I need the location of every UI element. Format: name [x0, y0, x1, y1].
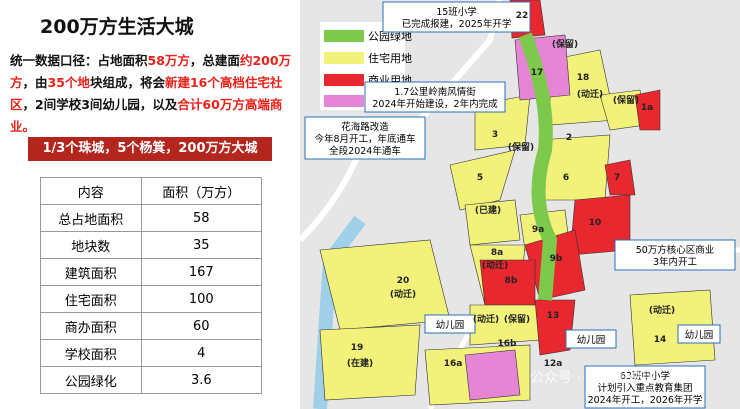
map: 公园绿地住宅用地商业用地15班小学已完成报建，2025年开学1.7公里岭南风情街…: [300, 0, 740, 409]
table-cell: 商办面积: [40, 312, 142, 340]
table-cell: 35: [140, 231, 263, 259]
table-cell: 地块数: [40, 231, 142, 259]
callout-box: [584, 365, 706, 409]
table-row: 住宅面积 100: [40, 285, 263, 313]
parcel-label: 20: [397, 276, 410, 286]
parcel-label: 7: [614, 173, 620, 183]
callout-text: 15班小学: [436, 6, 477, 18]
table-header: 内容 面积（万方）: [40, 177, 263, 205]
parcel-label: 10: [589, 218, 602, 228]
banner: 1/3个珠城，5个杨箕，200万方大城: [28, 137, 272, 161]
callout-box: [424, 314, 476, 334]
callout-text: 3年内开工: [653, 256, 698, 268]
intro-segment: 新建16个高档住宅社区: [10, 75, 283, 112]
parcel-label: 16a: [444, 359, 463, 369]
callout-text: 已完成报建，2025年开学: [402, 18, 512, 30]
intro-segment: 块组成，将会: [89, 75, 165, 90]
watermark: 公众号 · 南沙房说房: [530, 370, 655, 386]
table-row: 建筑面积 167: [40, 258, 263, 286]
table-cell: 学校面积: [40, 339, 142, 367]
parcel-label: (保留): [613, 94, 639, 106]
parcel-label: 3: [492, 130, 498, 140]
callout-text: 1.7公里岭南风情街: [394, 86, 476, 98]
table-cell: 住宅面积: [40, 285, 142, 313]
parcel-label: 1a: [641, 103, 653, 113]
table-cell: 建筑面积: [40, 258, 142, 286]
parcel-label: (动迁): [390, 288, 416, 300]
callout-text: 今年8月开工，年底通车: [314, 133, 415, 145]
callout-text: 花海路改造: [341, 121, 389, 133]
callout-text: 50万方核心区商业: [636, 244, 715, 256]
parcel-label: (已建): [475, 204, 501, 216]
callout-text: 幼儿园: [436, 319, 465, 331]
parcel-label: (保留): [552, 38, 578, 50]
intro-segment: ，由: [22, 75, 48, 90]
parcel-label: 14: [654, 335, 667, 345]
table-cell: 60: [140, 312, 263, 340]
intro-segment: 合计60万方高端商业。: [10, 97, 283, 134]
header-cell: 面积（万方）: [140, 177, 263, 205]
parcel-label: 8b: [505, 276, 518, 286]
parcel-label: 12a: [544, 359, 563, 369]
parcel-label: (动迁): [482, 259, 508, 271]
table-row: 公园绿化 3.6: [40, 366, 263, 394]
left-panel: 200万方生活大城 统一数据口径：占地面积58万方，总建面约200万方，由35个…: [0, 0, 300, 409]
table-row: 地块数 35: [40, 231, 263, 259]
callout-box: [364, 81, 506, 113]
parcel-label: (在建): [347, 357, 373, 369]
callout-text: 63班中小学: [620, 370, 670, 382]
callout-text: 2024年开始建设，2年内完成: [372, 98, 498, 110]
intro-segment: 58万方: [147, 53, 190, 68]
table-cell: 公园绿化: [40, 366, 142, 394]
parcel-label: 6: [563, 173, 569, 183]
parcel-label: 5: [477, 173, 483, 183]
parcel-label: 13: [547, 311, 560, 321]
parcel-label: 8a: [491, 248, 503, 258]
parcel-label: 2: [566, 133, 572, 143]
parcel-label: (动迁): [473, 313, 499, 325]
parcel-label: (保留): [508, 141, 534, 153]
callout-text: 全段2024年通车: [329, 145, 401, 157]
table-cell: 100: [140, 285, 263, 313]
intro-segment: 约200万方: [10, 53, 292, 90]
header-cell: 内容: [40, 177, 142, 205]
table-row: 商办面积 60: [40, 312, 263, 340]
table-row: 总占地面积 58: [40, 204, 263, 232]
callout-box: [677, 324, 721, 344]
callout-box: [304, 116, 426, 160]
parcel-label: (保留): [504, 313, 530, 325]
intro-segment: ，总建面: [189, 53, 240, 68]
table-cell: 3.6: [140, 366, 263, 394]
parcel-label: (动迁): [649, 304, 675, 316]
callout-text: 幼儿园: [577, 334, 606, 346]
parcel-label: 22: [516, 11, 529, 21]
intro-segment: ，2间学校3间幼儿园，以及: [22, 97, 178, 112]
title: 200万方生活大城: [40, 16, 194, 38]
callout-text: 2024年开工，2026年开学: [588, 394, 703, 406]
area-table: 内容 面积（万方） 总占地面积 58 地块数 35 建筑面积 167 住宅面积 100 商办面积 60…: [40, 177, 263, 394]
intro: 统一数据口径：占地面积58万方，总建面约200万方，由35个地块组成，将会新建1…: [10, 50, 298, 138]
callout-box: [565, 329, 617, 349]
table-row: 学校面积 4: [40, 339, 263, 367]
parcel-label: 9b: [550, 254, 563, 264]
table-cell: 4: [140, 339, 263, 367]
table-cell: 总占地面积: [40, 204, 142, 232]
parcel-label: 18: [577, 73, 590, 83]
callout-box: [382, 1, 531, 33]
intro-segment: 35个地: [47, 75, 90, 90]
callout-box: [614, 239, 736, 271]
callout-text: 计划引入重点教育集团: [597, 382, 692, 394]
intro-segment: 统一数据口径：占地面积: [10, 53, 148, 68]
legend-label: 住宅用地: [368, 51, 412, 65]
callout-text: 幼儿园: [685, 329, 714, 341]
parcel-label: 9a: [532, 225, 544, 235]
parcel-label: 19: [351, 343, 364, 353]
parcel-label: 16b: [498, 339, 518, 349]
table-cell: 167: [140, 258, 263, 286]
table-cell: 58: [140, 204, 263, 232]
parcel-label: 17: [531, 68, 544, 78]
parcel-label: (动迁): [577, 88, 603, 100]
